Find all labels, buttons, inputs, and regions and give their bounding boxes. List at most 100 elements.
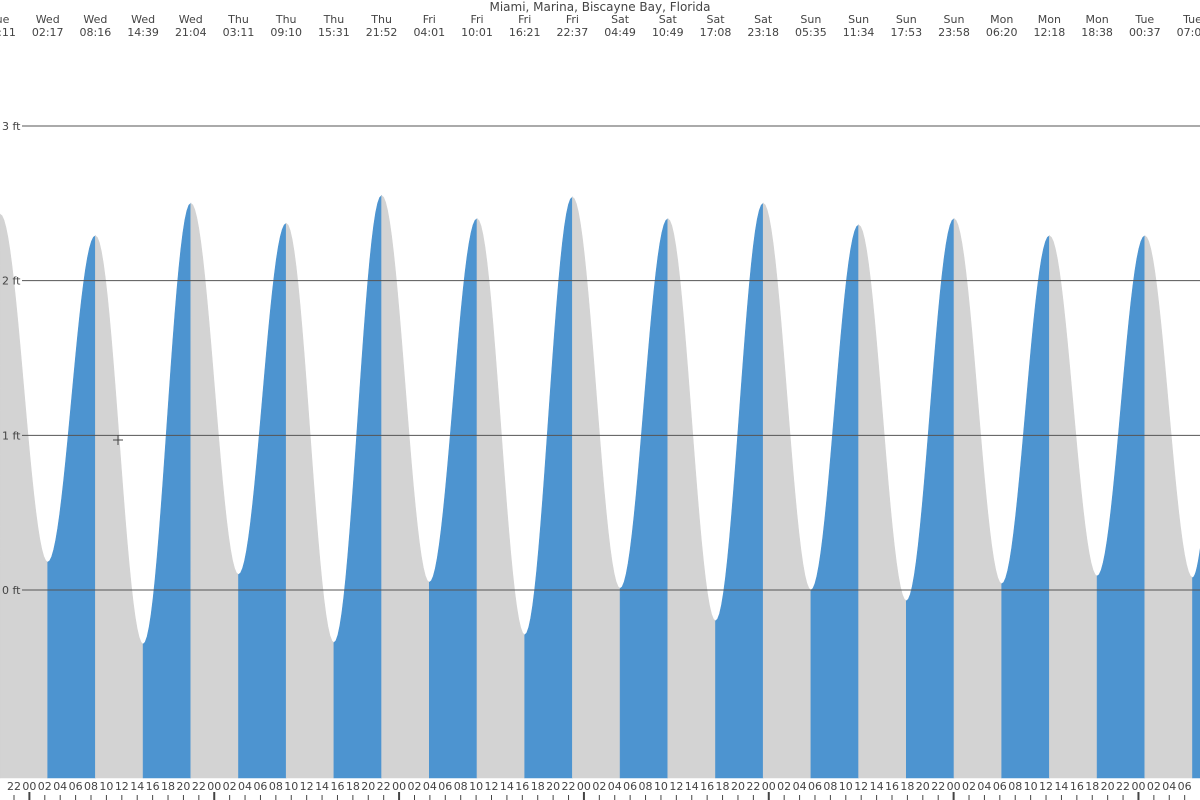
gridlines [22, 125, 1200, 591]
hour-tick-label: 22 [931, 780, 945, 793]
event-time-label: 23:18 [747, 26, 779, 39]
hour-tick-label: 22 [1116, 780, 1130, 793]
hour-tick-label: 08 [1008, 780, 1022, 793]
falling-tide-area [762, 202, 812, 779]
rising-tide-area [524, 196, 573, 779]
hour-tick-label: 02 [777, 780, 791, 793]
event-day-label: Tue [1182, 13, 1200, 26]
event-day-label: Wed [36, 13, 60, 26]
hour-tick-label: 20 [546, 780, 560, 793]
event-time-label: 04:49 [604, 26, 636, 39]
hour-tick-label: 14 [500, 780, 514, 793]
hour-tick-label: 14 [130, 780, 144, 793]
event-time-label: 00:37 [1129, 26, 1161, 39]
hour-tick-label: 12 [115, 780, 129, 793]
hour-tick-label: 10 [284, 780, 298, 793]
hour-tick-label: 06 [253, 780, 267, 793]
hour-tick-label: 16 [1070, 780, 1084, 793]
event-time-label: 17:08 [700, 26, 732, 39]
event-day-label: Tue [0, 13, 10, 26]
hour-tick-label: 14 [1054, 780, 1068, 793]
hour-tick-label: 14 [870, 780, 884, 793]
hour-tick-label: 18 [161, 780, 175, 793]
hour-tick-label: 18 [716, 780, 730, 793]
hour-tick-label: 06 [1178, 780, 1192, 793]
event-day-label: Mon [990, 13, 1013, 26]
hour-tick-label: 00 [947, 780, 961, 793]
event-day-label: Sun [944, 13, 965, 26]
event-time-label: 16:21 [509, 26, 541, 39]
event-time-label: 14:39 [127, 26, 159, 39]
event-day-label: Wed [83, 13, 107, 26]
hour-tick-label: 20 [916, 780, 930, 793]
hour-tick-label: 08 [84, 780, 98, 793]
falling-tide-area [190, 202, 239, 779]
rising-tide-area [619, 218, 669, 779]
hour-tick-label: 02 [1147, 780, 1161, 793]
hour-tick-label: 16 [330, 780, 344, 793]
event-day-label: Fri [566, 13, 579, 26]
event-day-label: Mon [1085, 13, 1108, 26]
event-time-label: 03:11 [223, 26, 255, 39]
hour-tick-label: 10 [654, 780, 668, 793]
event-time-label: 22:37 [557, 26, 589, 39]
hour-tick-label: 12 [1039, 780, 1053, 793]
hour-tick-label: 02 [223, 780, 237, 793]
rising-tide-area [906, 218, 955, 779]
hour-tick-label: 10 [1024, 780, 1038, 793]
hour-tick-label: 22 [192, 780, 206, 793]
event-time-label: 18:38 [1081, 26, 1113, 39]
hour-tick-label: 16 [146, 780, 160, 793]
event-day-label: Thu [323, 13, 345, 26]
hour-tick-label: 22 [746, 780, 760, 793]
hour-tick-label: 02 [407, 780, 421, 793]
hour-tick-label: 12 [854, 780, 868, 793]
hour-tick-label: 00 [577, 780, 591, 793]
event-day-label: Sat [754, 13, 773, 26]
rising-tide-area [1001, 235, 1050, 779]
event-time-label: 07:01 [1177, 26, 1200, 39]
hour-tick-label: 00 [1131, 780, 1145, 793]
rising-tide-area [142, 202, 192, 779]
chart-title: Miami, Marina, Biscayne Bay, Florida [489, 0, 710, 14]
falling-tide-area [953, 218, 1002, 779]
event-time-label: 21:04 [175, 26, 207, 39]
event-time-label: 02:17 [32, 26, 64, 39]
hour-tick-label: 08 [823, 780, 837, 793]
rising-tide-area [810, 224, 859, 779]
hour-tick-label: 14 [685, 780, 699, 793]
event-time-label: 10:49 [652, 26, 684, 39]
tide-areas [0, 194, 1200, 779]
hour-tick-label: 00 [762, 780, 776, 793]
falling-tide-area [95, 235, 144, 779]
hour-axis: 22 00 02 04 06 08 10 12 14 16 18 20 22 00 02 04 06 08 10 12… [7, 780, 1192, 800]
rising-tide-area [333, 194, 382, 779]
hour-tick-label: 04 [793, 780, 807, 793]
hour-tick-label: 22 [377, 780, 391, 793]
hour-tick-label: 08 [639, 780, 653, 793]
falling-tide-area [381, 194, 430, 779]
event-day-label: Sun [800, 13, 821, 26]
hour-tick-label: 02 [962, 780, 976, 793]
hour-tick-label: 10 [469, 780, 483, 793]
event-time-label: 12:18 [1034, 26, 1066, 39]
rising-tide-area [715, 202, 764, 779]
event-day-label: Thu [370, 13, 392, 26]
hour-tick-label: 16 [515, 780, 529, 793]
y-tick-label: 2 ft [2, 275, 21, 288]
hour-tick-label: 04 [423, 780, 437, 793]
hour-tick-label: 06 [69, 780, 83, 793]
event-time-label: 06:20 [986, 26, 1018, 39]
hour-tick-label: 06 [993, 780, 1007, 793]
hour-tick-label: 22 [562, 780, 576, 793]
hour-tick-label: 04 [1162, 780, 1176, 793]
event-time-label: 10:01 [461, 26, 493, 39]
event-time-label: 23:58 [938, 26, 970, 39]
hour-tick-label: 22 [7, 780, 21, 793]
hour-tick-label: 10 [99, 780, 113, 793]
event-time-label: 09:10 [270, 26, 302, 39]
event-time-label: 04:01 [413, 26, 445, 39]
hour-tick-label: 12 [300, 780, 314, 793]
y-tick-label: 3 ft [2, 120, 21, 133]
hour-tick-label: 20 [361, 780, 375, 793]
